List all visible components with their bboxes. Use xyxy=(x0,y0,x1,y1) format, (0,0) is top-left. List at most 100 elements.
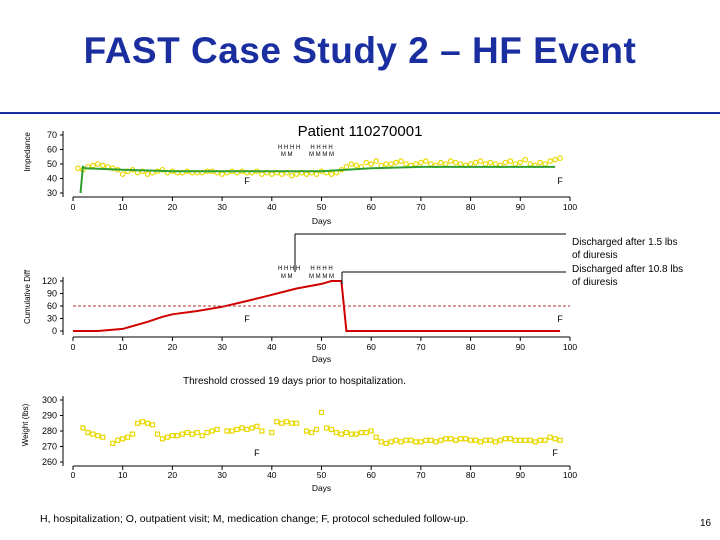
x-tick-label: 30 xyxy=(217,202,227,212)
data-point xyxy=(363,159,370,166)
x-tick-label: 30 xyxy=(217,342,227,352)
data-point xyxy=(75,165,81,172)
data-point xyxy=(452,159,459,166)
x-tick-label: 80 xyxy=(466,202,476,212)
data-point xyxy=(423,158,429,164)
data-point xyxy=(209,428,215,434)
data-point xyxy=(502,436,508,442)
data-point xyxy=(517,159,524,166)
x-tick-label: 90 xyxy=(516,202,526,212)
x-tick-label: 90 xyxy=(516,470,526,480)
data-point xyxy=(279,420,285,426)
x-tick-label: 100 xyxy=(563,202,577,212)
x-axis-label: Days xyxy=(312,216,331,226)
event-label-h: H H H H xyxy=(278,145,300,151)
data-point xyxy=(80,425,86,431)
data-point xyxy=(507,436,513,442)
data-point xyxy=(100,434,106,440)
data-point xyxy=(348,161,355,167)
x-tick-label: 50 xyxy=(317,470,327,480)
event-label-h: H H H H xyxy=(310,266,332,272)
chart-title: Patient 110270001 xyxy=(298,123,423,140)
data-point xyxy=(90,431,96,437)
data-point xyxy=(428,161,434,167)
data-point xyxy=(447,158,454,164)
data-point xyxy=(125,434,131,440)
data-point xyxy=(547,434,553,440)
y-tick-label: 70 xyxy=(47,130,57,140)
data-point xyxy=(214,426,220,433)
y-axis-label: Weight (lbs) xyxy=(21,403,30,446)
x-tick-label: 70 xyxy=(416,342,426,352)
x-tick-label: 10 xyxy=(118,202,128,212)
data-point xyxy=(472,437,479,443)
data-point xyxy=(547,158,553,164)
x-tick-label: 30 xyxy=(217,470,227,480)
data-point xyxy=(423,437,429,443)
x-tick-label: 40 xyxy=(267,470,277,480)
data-point xyxy=(85,429,91,436)
data-point xyxy=(448,436,454,442)
y-tick-label: 30 xyxy=(47,188,57,198)
data-point xyxy=(348,431,354,437)
footnote: H, hospitalization; O, outpatient visit;… xyxy=(40,513,469,525)
data-point xyxy=(234,426,240,433)
data-point xyxy=(278,171,285,177)
data-point xyxy=(537,437,543,443)
data-point xyxy=(100,162,106,169)
data-point xyxy=(179,431,185,437)
data-point xyxy=(368,428,374,434)
y-axis-label: Impedance xyxy=(23,132,32,172)
data-point xyxy=(204,429,210,436)
x-tick-label: 20 xyxy=(168,470,178,480)
data-point xyxy=(457,161,464,167)
data-point xyxy=(373,434,379,440)
page-number: 16 xyxy=(700,518,712,529)
data-point xyxy=(398,439,404,445)
y-tick-label: 50 xyxy=(47,159,57,169)
event-label-f: F xyxy=(552,448,558,458)
annotation-threshold: Threshold crossed 19 days prior to hospi… xyxy=(183,376,406,387)
data-point xyxy=(438,437,444,443)
event-label-f: F xyxy=(557,314,563,324)
event-label-f: F xyxy=(244,176,250,186)
data-point xyxy=(492,161,499,167)
y-tick-label: 300 xyxy=(42,395,57,405)
y-tick-label: 60 xyxy=(47,145,57,155)
data-point xyxy=(343,164,350,170)
data-point xyxy=(477,158,484,164)
data-point xyxy=(512,161,519,167)
data-point xyxy=(388,161,394,167)
data-point xyxy=(517,437,523,443)
data-point xyxy=(557,155,563,162)
annotation-discharge-2: Discharged after 10.8 lbs xyxy=(572,264,683,275)
data-point xyxy=(219,171,225,177)
x-tick-label: 50 xyxy=(317,342,327,352)
data-point xyxy=(418,159,424,166)
annotation-discharge-1: Discharged after 1.5 lbs xyxy=(572,237,678,248)
data-point xyxy=(135,420,141,426)
event-label-h: H H H H xyxy=(278,266,300,272)
data-point xyxy=(244,426,250,433)
data-point xyxy=(537,159,543,166)
data-point xyxy=(338,431,344,437)
data-point xyxy=(542,437,548,443)
y-tick-label: 280 xyxy=(42,426,57,436)
data-point xyxy=(95,161,101,167)
annotation-discharge-1-line2: of diuresis xyxy=(572,250,618,261)
data-point xyxy=(328,171,335,177)
data-point xyxy=(507,158,514,164)
event-label-f: F xyxy=(244,314,250,324)
data-point xyxy=(413,161,419,167)
data-point xyxy=(120,436,126,442)
data-point xyxy=(144,420,151,426)
data-point xyxy=(482,161,489,167)
data-point xyxy=(174,433,180,439)
data-point xyxy=(487,159,494,166)
data-point xyxy=(393,437,399,443)
x-tick-label: 0 xyxy=(71,342,76,352)
event-label-m: M M M M xyxy=(309,274,334,280)
y-tick-label: 90 xyxy=(47,289,57,299)
data-point xyxy=(249,425,255,431)
x-tick-label: 0 xyxy=(71,202,76,212)
